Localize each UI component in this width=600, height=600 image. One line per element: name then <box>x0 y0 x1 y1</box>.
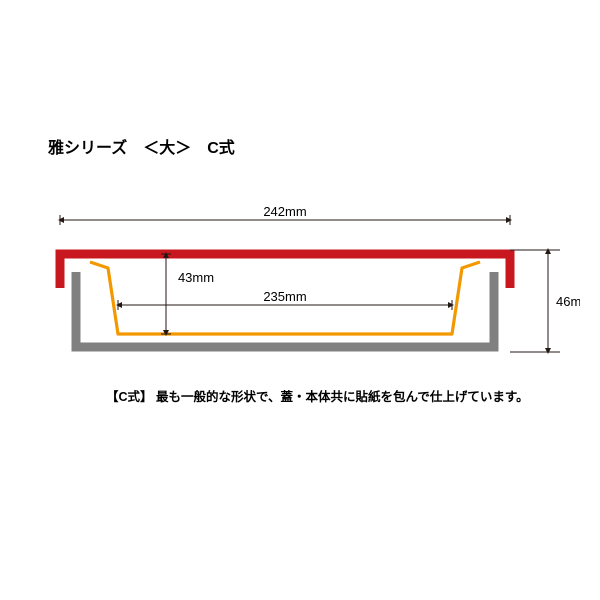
dim-label: 43mm <box>178 270 214 285</box>
lid-outline <box>60 254 510 288</box>
diagram-caption: 【C式】 最も一般的な形状で、蓋・本体共に貼紙を包んで仕上げています。 <box>106 386 529 405</box>
dim-label: 242mm <box>263 204 306 219</box>
diagram-title: 雅シリーズ ＜大＞ C式 <box>48 134 235 158</box>
body-outline <box>76 272 494 347</box>
dim-label: 235mm <box>263 289 306 304</box>
dim-label: 46mm <box>556 294 580 309</box>
cross-section-diagram: 242mm 235mm 43mm 46mm <box>40 200 580 375</box>
